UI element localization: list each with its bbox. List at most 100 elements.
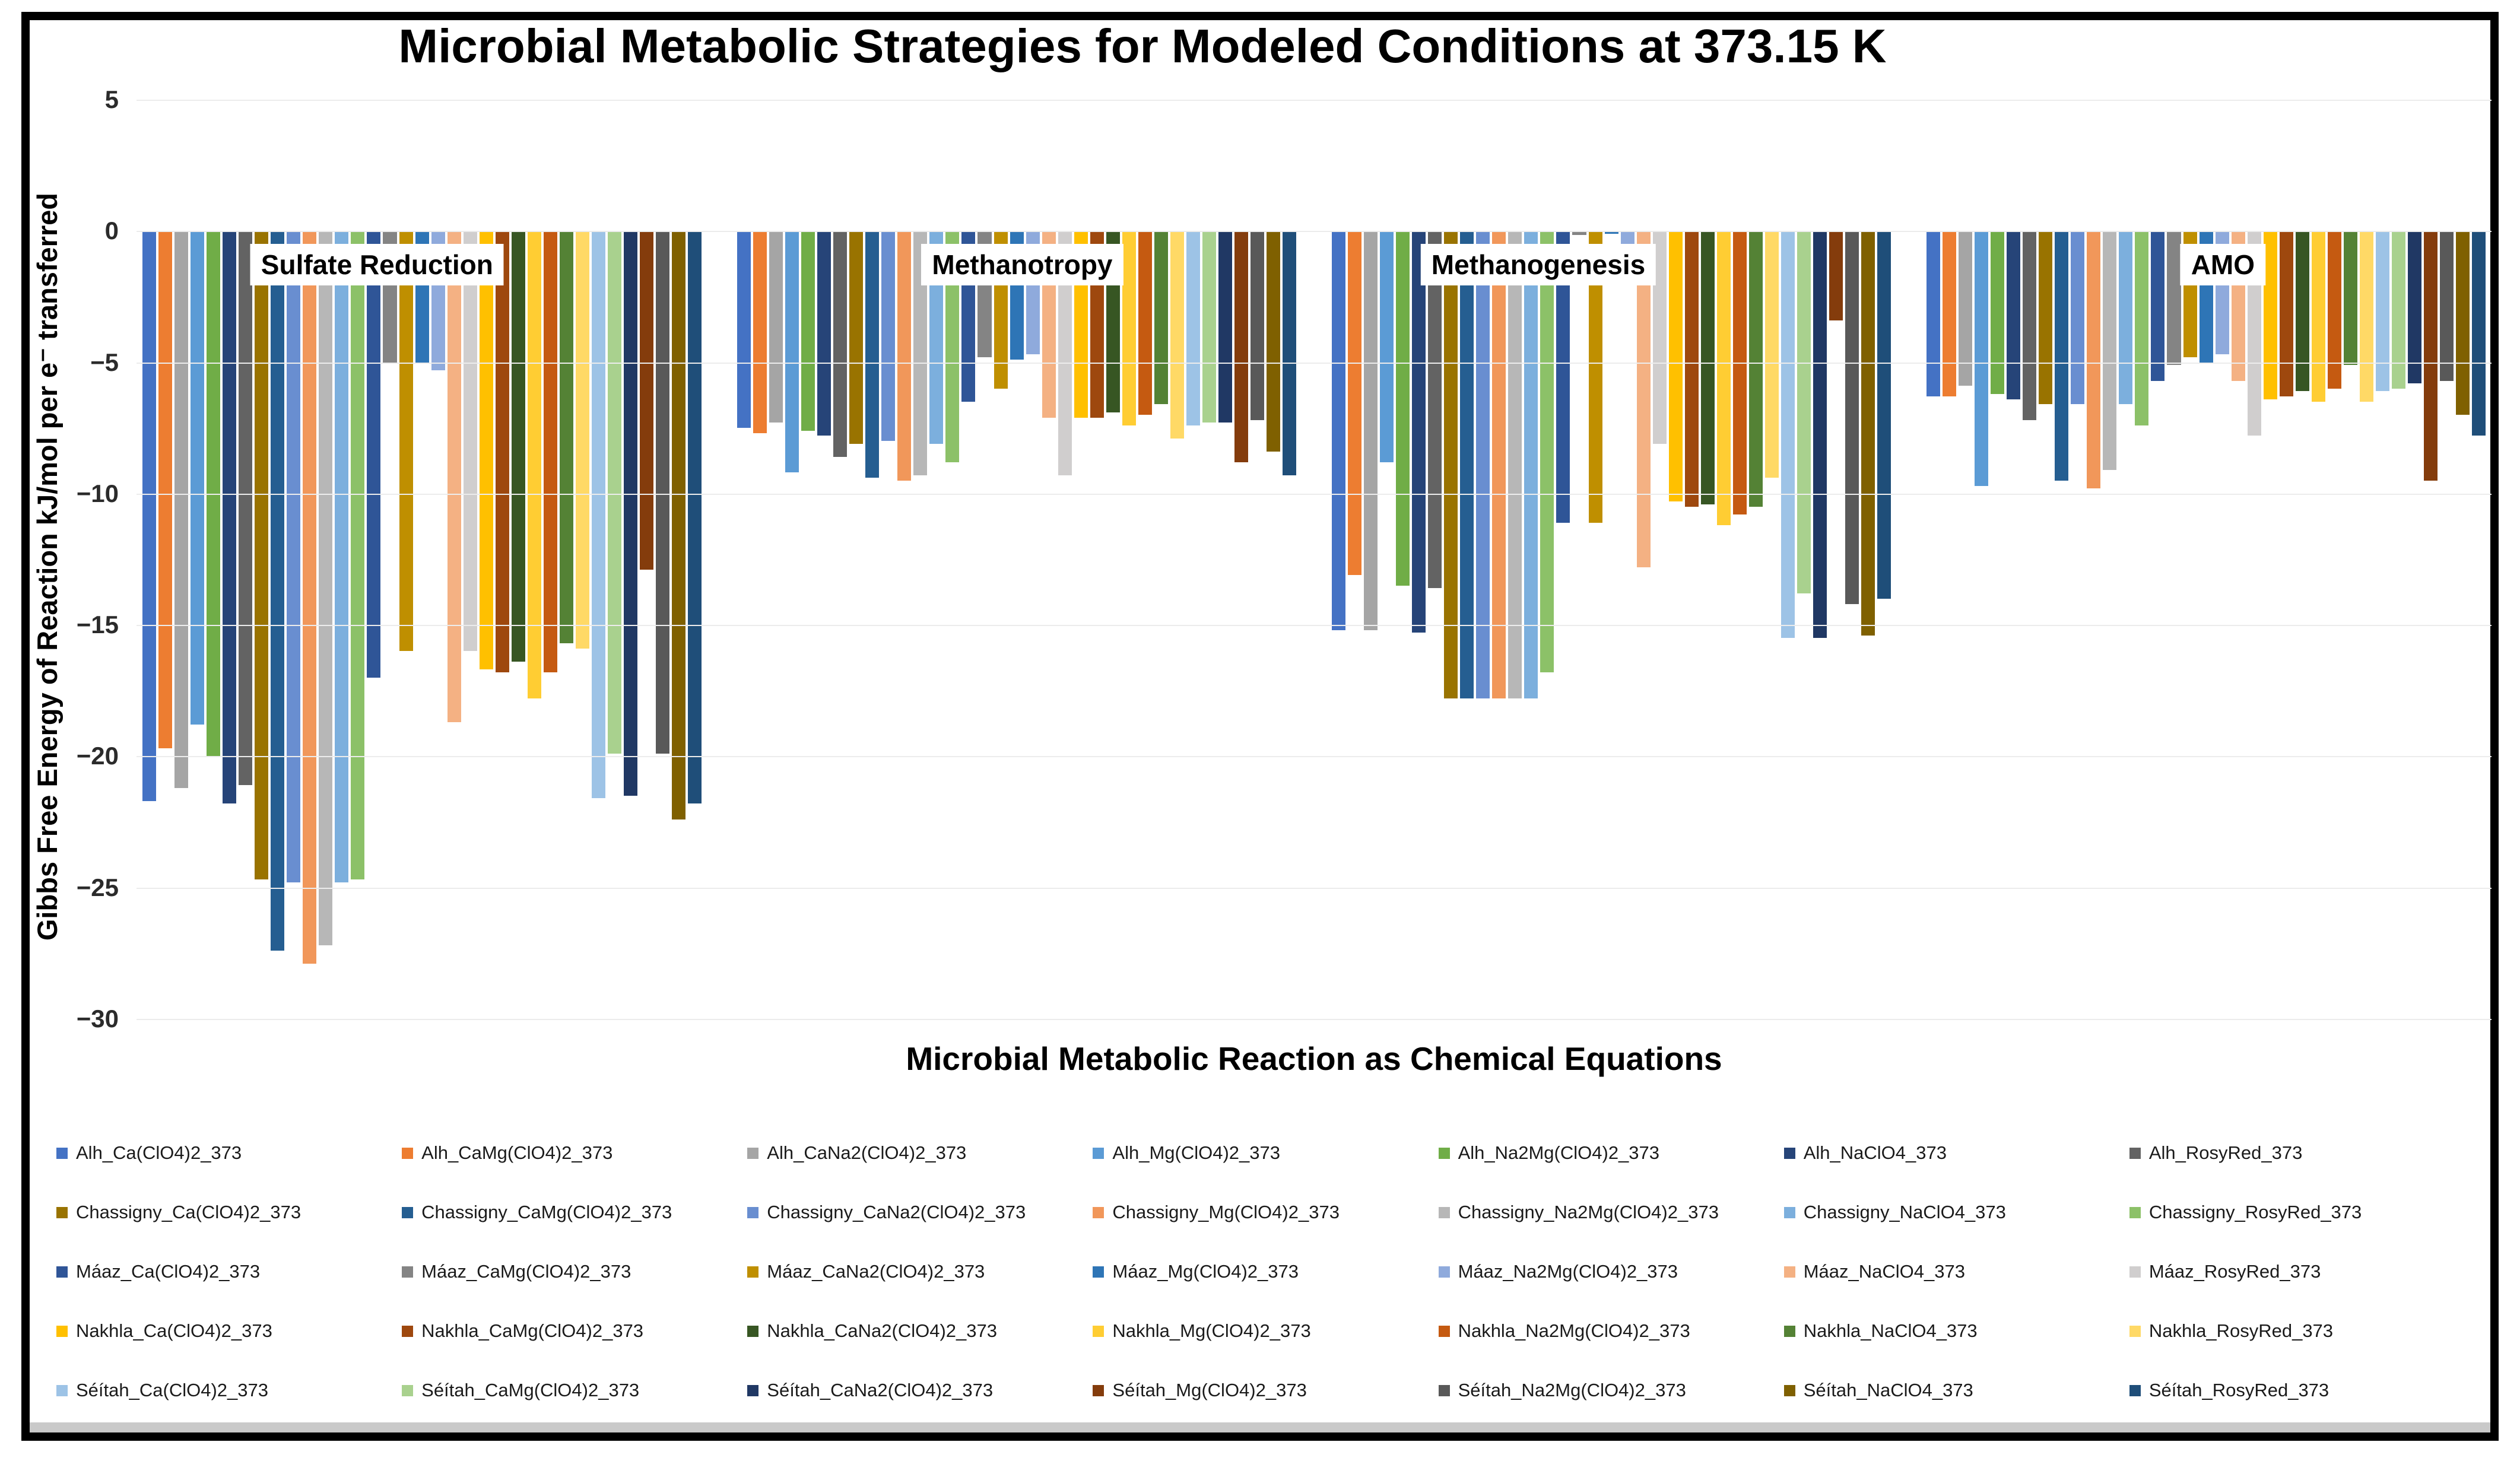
bar: [141, 100, 157, 1019]
legend-label: Alh_CaNa2(ClO4)2_373: [767, 1142, 966, 1164]
bar: [1073, 100, 1089, 1019]
bar: [848, 100, 864, 1019]
legend-label: Máaz_CaMg(ClO4)2_373: [421, 1261, 631, 1282]
legend-label: Séítah_RosyRed_373: [2149, 1380, 2329, 1401]
legend-swatch: [56, 1148, 68, 1159]
legend-item: Chassigny_Ca(ClO4)2_373: [56, 1183, 402, 1242]
bar: [237, 100, 253, 1019]
legend-item: Máaz_Na2Mg(ClO4)2_373: [1439, 1242, 1784, 1301]
bar: [526, 100, 542, 1019]
bar: [1411, 100, 1427, 1019]
bar-group: Methanotropy: [736, 100, 1297, 1019]
bar: [2198, 100, 2214, 1019]
legend-swatch: [1093, 1207, 1104, 1218]
legend-label: Alh_Ca(ClO4)2_373: [76, 1142, 242, 1164]
plot-area: Sulfate ReductionMethanotropyMethanogene…: [137, 100, 2492, 1019]
legend-item: Máaz_RosyRed_373: [2129, 1242, 2475, 1301]
gridline: [137, 494, 2492, 495]
legend-label: Máaz_RosyRed_373: [2149, 1261, 2321, 1282]
bar: [189, 100, 205, 1019]
legend-label: Chassigny_CaMg(ClO4)2_373: [421, 1202, 672, 1223]
legend-item: Máaz_CaNa2(ClO4)2_373: [747, 1242, 1093, 1301]
bar: [1041, 100, 1057, 1019]
legend-item: Máaz_Mg(ClO4)2_373: [1093, 1242, 1438, 1301]
legend-item: Alh_RosyRed_373: [2129, 1123, 2475, 1183]
legend-label: Nakhla_CaMg(ClO4)2_373: [421, 1320, 643, 1342]
bar: [430, 100, 446, 1019]
bar: [157, 100, 173, 1019]
legend-label: Alh_CaMg(ClO4)2_373: [421, 1142, 612, 1164]
bar: [1185, 100, 1201, 1019]
bar: [2005, 100, 2021, 1019]
group-label: AMO: [2182, 245, 2264, 284]
bar: [1009, 100, 1025, 1019]
y-tick-label: −30: [42, 1005, 119, 1033]
legend-label: Nakhla_Ca(ClO4)2_373: [76, 1320, 272, 1342]
y-tick-label: 5: [42, 85, 119, 114]
bar: [173, 100, 189, 1019]
bar: [671, 100, 687, 1019]
bar: [1876, 100, 1892, 1019]
bar: [1281, 100, 1297, 1019]
bar: [1363, 100, 1379, 1019]
y-tick-label: −5: [42, 348, 119, 377]
bar: [2118, 100, 2134, 1019]
bar-group: AMO: [1925, 100, 2487, 1019]
bar: [1217, 100, 1233, 1019]
legend-item: Séítah_RosyRed_373: [2129, 1361, 2475, 1420]
bar: [1539, 100, 1555, 1019]
legend-swatch: [2129, 1148, 2141, 1159]
bar: [623, 100, 639, 1019]
bar: [976, 100, 992, 1019]
bar: [285, 100, 301, 1019]
bar: [607, 100, 623, 1019]
frame-bottom-shadow: [30, 1422, 2490, 1432]
bar: [1780, 100, 1796, 1019]
bar-group: Methanogenesis: [1331, 100, 1892, 1019]
bar: [655, 100, 671, 1019]
bar: [1571, 100, 1587, 1019]
legend-label: Nakhla_Na2Mg(ClO4)2_373: [1458, 1320, 1690, 1342]
bar: [1925, 100, 1941, 1019]
bar: [2214, 100, 2230, 1019]
bar: [1025, 100, 1041, 1019]
bar: [2070, 100, 2086, 1019]
legend-item: Máaz_NaClO4_373: [1784, 1242, 2129, 1301]
bar: [221, 100, 237, 1019]
bar: [1732, 100, 1748, 1019]
legend-label: Séítah_Mg(ClO4)2_373: [1112, 1380, 1306, 1401]
bar: [1588, 100, 1604, 1019]
legend-label: Máaz_Mg(ClO4)2_373: [1112, 1261, 1299, 1282]
bar: [2021, 100, 2037, 1019]
bar: [1652, 100, 1668, 1019]
bar: [2150, 100, 2166, 1019]
legend-swatch: [1439, 1385, 1450, 1396]
legend-swatch: [747, 1266, 758, 1278]
bar: [2391, 100, 2407, 1019]
legend-label: Chassigny_CaNa2(ClO4)2_373: [767, 1202, 1026, 1223]
gridline: [137, 756, 2492, 757]
bar: [1379, 100, 1395, 1019]
bar: [1700, 100, 1716, 1019]
legend-item: Máaz_CaMg(ClO4)2_373: [402, 1242, 747, 1301]
legend-item: Séítah_CaNa2(ClO4)2_373: [747, 1361, 1093, 1420]
legend-swatch: [2129, 1326, 2141, 1337]
bar: [269, 100, 285, 1019]
bar: [880, 100, 896, 1019]
legend-item: Séítah_Ca(ClO4)2_373: [56, 1361, 402, 1420]
bar: [301, 100, 318, 1019]
bar: [1523, 100, 1539, 1019]
bar: [1973, 100, 1989, 1019]
bar: [944, 100, 960, 1019]
bars-row: Sulfate ReductionMethanotropyMethanogene…: [137, 100, 2492, 1019]
bar: [1684, 100, 1700, 1019]
legend-item: Alh_NaClO4_373: [1784, 1123, 2129, 1183]
bar: [928, 100, 944, 1019]
bar: [1395, 100, 1411, 1019]
bar: [1796, 100, 1812, 1019]
bar: [494, 100, 510, 1019]
legend-item: Nakhla_CaMg(ClO4)2_373: [402, 1301, 747, 1361]
bar-group: Sulfate Reduction: [141, 100, 703, 1019]
bar: [816, 100, 832, 1019]
bar: [864, 100, 880, 1019]
